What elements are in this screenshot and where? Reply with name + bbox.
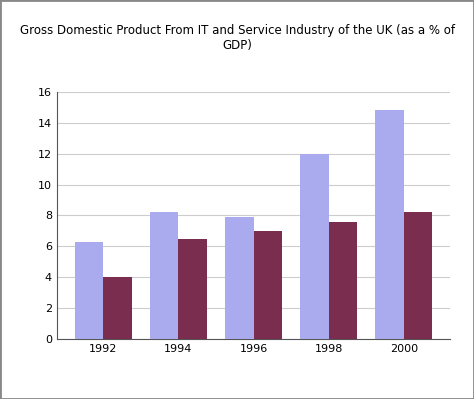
Bar — [75, 242, 103, 339]
Bar — [150, 212, 178, 339]
Bar — [375, 110, 404, 339]
Bar — [329, 222, 357, 339]
Bar — [254, 231, 282, 339]
Bar — [178, 239, 207, 339]
Bar — [300, 154, 329, 339]
Bar — [103, 277, 132, 339]
Bar — [225, 217, 254, 339]
Bar — [404, 212, 432, 339]
Text: Gross Domestic Product From IT and Service Industry of the UK (as a % of
GDP): Gross Domestic Product From IT and Servi… — [19, 24, 455, 52]
